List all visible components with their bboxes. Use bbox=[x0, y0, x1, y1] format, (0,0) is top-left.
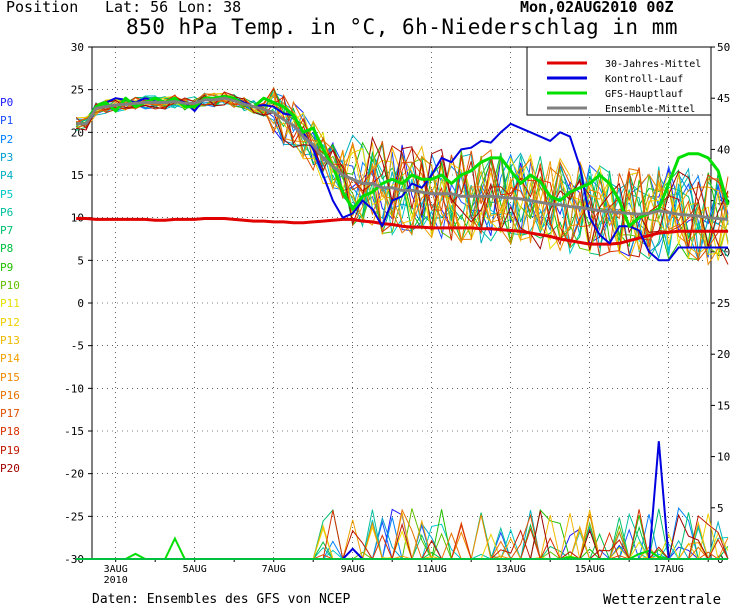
y-left-tick-label: -30 bbox=[64, 553, 84, 566]
x-tick-label: 15AUG bbox=[575, 564, 605, 575]
legend-label: Ensemble-Mittel bbox=[605, 104, 695, 115]
x-tick-label: 17AUG bbox=[654, 564, 684, 575]
y-left-tick-label: -5 bbox=[71, 340, 84, 353]
run-label-p7: P7 bbox=[0, 224, 14, 238]
y-right-tick-label: 10 bbox=[717, 451, 730, 464]
legend-label: Kontroll-Lauf bbox=[605, 74, 683, 85]
ensemble-run-p17 bbox=[76, 93, 729, 262]
y-right-tick-label: 15 bbox=[717, 399, 730, 412]
run-label-p8: P8 bbox=[0, 242, 14, 256]
run-label-p15: P15 bbox=[0, 370, 20, 384]
run-label-p2: P2 bbox=[0, 132, 14, 146]
run-label-p16: P16 bbox=[0, 388, 20, 402]
y-left-tick-label: -20 bbox=[64, 468, 84, 481]
y-right-tick-label: 50 bbox=[717, 41, 730, 54]
run-label-p18: P18 bbox=[0, 425, 20, 439]
latitude-label: Lat: 56 bbox=[105, 0, 169, 16]
x-tick-label: 13AUG bbox=[496, 564, 526, 575]
run-label-p20: P20 bbox=[0, 462, 20, 475]
run-label-p4: P4 bbox=[0, 169, 14, 183]
run-label-p5: P5 bbox=[0, 187, 14, 201]
x-tick-label: 9AUG bbox=[341, 564, 365, 575]
run-label-p13: P13 bbox=[0, 333, 20, 347]
run-label-p12: P12 bbox=[0, 315, 20, 329]
run-label-p9: P9 bbox=[0, 260, 14, 274]
temp-series bbox=[76, 95, 730, 228]
run-label-p0: P0 bbox=[0, 96, 14, 109]
y-left-tick-label: 5 bbox=[77, 254, 84, 267]
y-left-tick-label: 15 bbox=[71, 169, 84, 182]
run-label-p11: P11 bbox=[0, 297, 20, 311]
y-right-tick-label: 40 bbox=[717, 143, 730, 156]
brand-label: Wetterzentrale bbox=[603, 592, 722, 608]
run-label-p6: P6 bbox=[0, 205, 14, 219]
temp-series bbox=[76, 96, 729, 221]
y-left-tick-label: -10 bbox=[64, 382, 84, 395]
run-label-p17: P17 bbox=[0, 407, 20, 421]
y-right-tick-label: 25 bbox=[717, 297, 730, 310]
x-tick-label: 7AUG bbox=[262, 564, 286, 575]
y-left-tick-label: -15 bbox=[64, 425, 84, 438]
legend-label: 30-Jahres-Mittel bbox=[605, 59, 701, 70]
longitude-label: Lon: 38 bbox=[178, 0, 242, 16]
run-label-p19: P19 bbox=[0, 443, 20, 457]
y-right-tick-label: 5 bbox=[717, 502, 724, 515]
y-left-tick-label: 25 bbox=[71, 84, 84, 97]
run-date-label: Mon,02AUG2010 00Z bbox=[520, 0, 674, 16]
y-left-tick-label: 0 bbox=[77, 297, 84, 310]
y-left-tick-label: 30 bbox=[71, 41, 84, 54]
run-label-p3: P3 bbox=[0, 150, 14, 164]
x-tick-label: 5AUG bbox=[183, 564, 207, 575]
ensemble-run-p11 bbox=[76, 91, 729, 256]
chart-title: 850 hPa Temp. in °C, 6h-Niederschlag in … bbox=[125, 15, 678, 39]
legend-box bbox=[526, 46, 712, 116]
data-source: Daten: Ensembles des GFS von NCEP bbox=[92, 592, 351, 607]
y-right-tick-label: 45 bbox=[717, 92, 730, 105]
position-label: Position bbox=[6, 0, 79, 16]
legend-label: GFS-Hauptlauf bbox=[605, 89, 683, 100]
plot-area bbox=[91, 46, 712, 560]
run-label-p14: P14 bbox=[0, 352, 20, 366]
x-tick-label: 3AUG bbox=[104, 564, 128, 575]
x-tick-label: 11AUG bbox=[417, 564, 447, 575]
run-label-p10: P10 bbox=[0, 279, 20, 292]
y-left-tick-label: -25 bbox=[64, 510, 84, 523]
ensemble-run-p16 bbox=[76, 86, 729, 262]
x-year-label: 2010 bbox=[104, 575, 128, 586]
temp-series bbox=[76, 217, 728, 246]
run-label-p1: P1 bbox=[0, 114, 14, 128]
y-right-tick-label: 20 bbox=[717, 348, 730, 361]
